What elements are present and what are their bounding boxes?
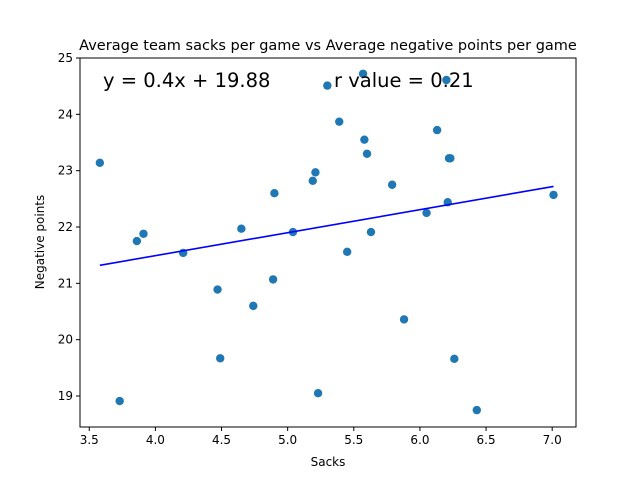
- y-axis-label: Negative points: [33, 195, 47, 290]
- x-tick-label: 3.5: [80, 433, 99, 447]
- r-value-annotation: r value = 0.21: [334, 69, 474, 92]
- plot-area: [95, 69, 558, 415]
- x-tick-label: 5.5: [344, 433, 363, 447]
- data-point: [387, 180, 397, 189]
- y-tick-label: 24: [58, 107, 73, 121]
- data-point: [213, 285, 222, 294]
- data-point: [399, 315, 409, 324]
- data-point: [323, 81, 332, 90]
- x-tick-label: 4.0: [146, 433, 165, 447]
- data-point: [237, 224, 246, 233]
- x-tick-label: 7.0: [543, 433, 562, 447]
- data-point: [358, 69, 368, 78]
- chart-title: Average team sacks per game vs Average n…: [79, 38, 577, 54]
- x-axis-label: Sacks: [311, 455, 346, 469]
- data-point: [362, 149, 372, 158]
- data-point: [139, 229, 148, 238]
- data-point: [95, 158, 105, 167]
- y-tick-label: 22: [58, 220, 73, 234]
- regression-line: [99, 185, 554, 267]
- data-point: [366, 227, 376, 237]
- data-point: [132, 236, 142, 246]
- y-tick-label: 21: [58, 276, 73, 290]
- data-point: [249, 301, 258, 311]
- data-point: [342, 247, 352, 256]
- x-tick-label: 5.0: [278, 433, 297, 447]
- y-tick-label: 23: [58, 164, 73, 178]
- y-tick-label: 25: [58, 51, 73, 65]
- x-tick-label: 6.5: [477, 433, 496, 447]
- x-tick-label: 6.0: [410, 433, 429, 447]
- data-point: [115, 396, 124, 406]
- data-point: [311, 168, 320, 177]
- y-axis: 19 20 21 22 23 24 25: [58, 51, 80, 403]
- data-point: [450, 354, 459, 364]
- y-tick-label: 19: [58, 389, 73, 403]
- x-tick-label: 4.5: [212, 433, 231, 447]
- data-point: [308, 176, 317, 186]
- data-point: [549, 190, 558, 200]
- data-point: [268, 275, 278, 284]
- data-point: [432, 125, 442, 135]
- data-point: [446, 154, 455, 163]
- data-point: [335, 117, 344, 126]
- data-point: [313, 388, 323, 398]
- axes-frame: [79, 57, 577, 428]
- data-point: [360, 135, 369, 144]
- data-point: [216, 354, 225, 363]
- x-axis: 3.5 4.0 4.5 5.0 5.5 6.0 6.5 7.0: [80, 427, 562, 447]
- data-point: [442, 75, 451, 85]
- regression-equation-annotation: y = 0.4x + 19.88: [103, 69, 270, 92]
- y-tick-label: 20: [58, 333, 73, 347]
- data-point: [422, 208, 431, 218]
- data-point: [270, 189, 279, 198]
- data-point: [472, 405, 481, 415]
